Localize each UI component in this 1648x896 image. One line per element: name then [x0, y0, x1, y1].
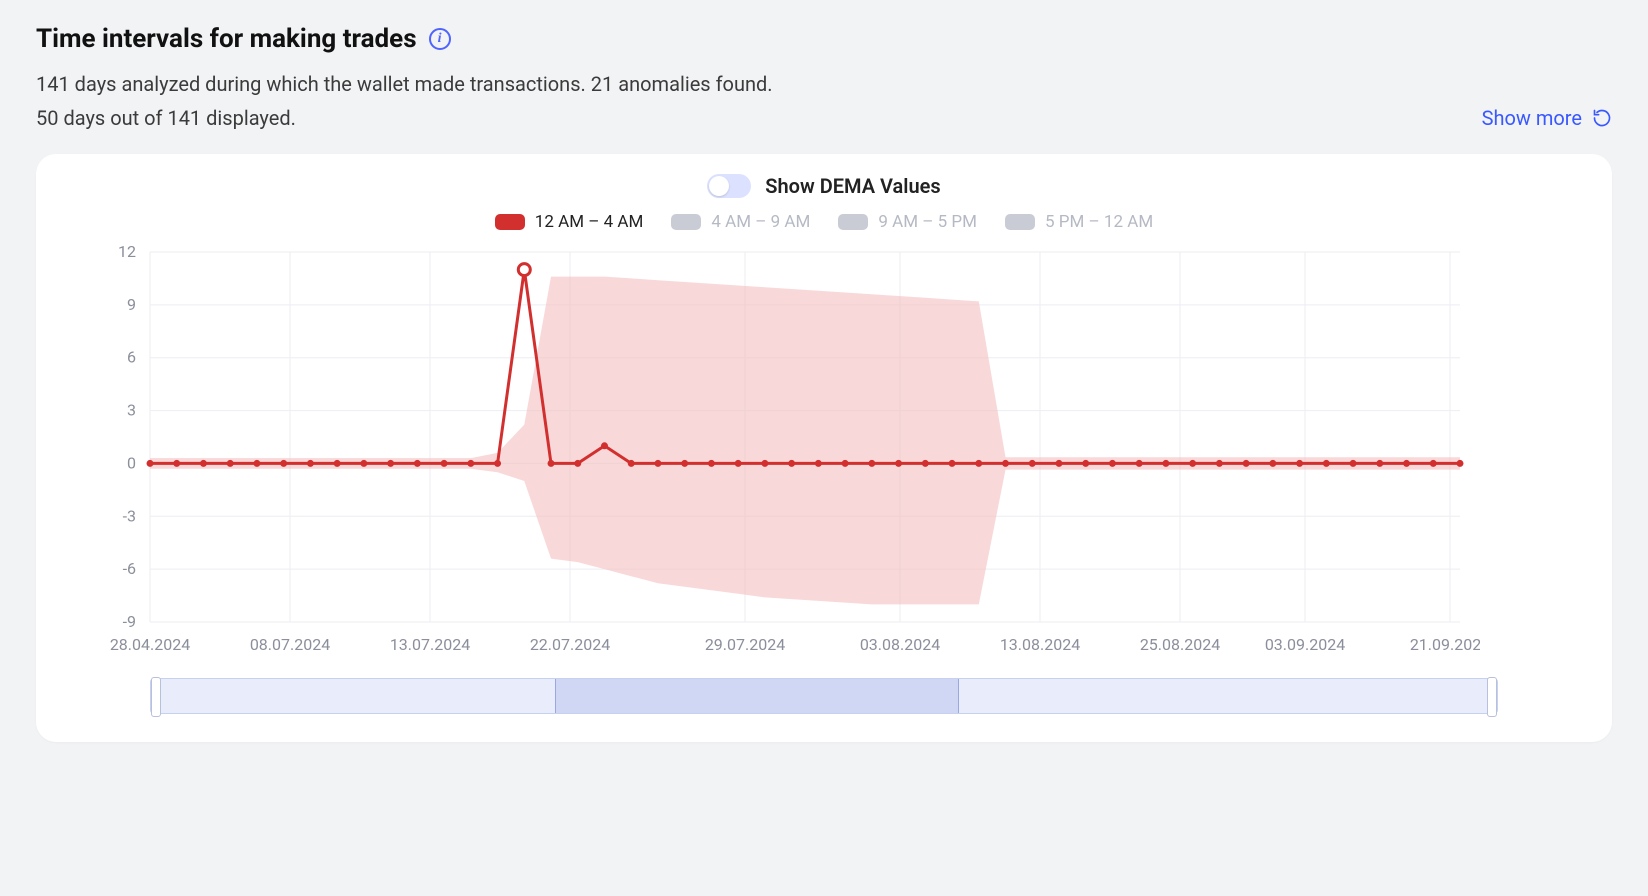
- legend-swatch: [671, 214, 701, 230]
- svg-text:-3: -3: [123, 506, 136, 525]
- legend-label: 9 AM – 5 PM: [878, 212, 977, 232]
- svg-text:25.08.2024: 25.08.2024: [1140, 635, 1220, 654]
- svg-text:13.07.2024: 13.07.2024: [390, 635, 470, 654]
- displayed-summary: 50 days out of 141 displayed.: [36, 106, 296, 130]
- range-slider[interactable]: [150, 678, 1498, 714]
- svg-text:29.07.2024: 29.07.2024: [705, 635, 785, 654]
- legend-label: 12 AM – 4 AM: [535, 212, 644, 232]
- toggle-label: Show DEMA Values: [765, 174, 940, 198]
- legend-label: 4 AM – 9 AM: [711, 212, 810, 232]
- svg-text:22.07.2024: 22.07.2024: [530, 635, 610, 654]
- chart: 12 9 6 3 0 -3 -6 -9 28.04.2024 08.07.2024 13.07.20…: [60, 242, 1588, 666]
- show-more-label: Show more: [1482, 106, 1582, 130]
- legend-item[interactable]: 5 PM – 12 AM: [1005, 212, 1153, 232]
- legend-swatch: [1005, 214, 1035, 230]
- range-slider-selection: [555, 679, 959, 713]
- show-more-link[interactable]: Show more: [1482, 106, 1612, 130]
- header: Time intervals for making trades i: [36, 24, 1612, 54]
- svg-text:28.04.2024: 28.04.2024: [110, 635, 190, 654]
- svg-text:21.09.2024: 21.09.2024: [1410, 635, 1480, 654]
- svg-text:03.08.2024: 03.08.2024: [860, 635, 940, 654]
- range-handle-left[interactable]: [151, 677, 161, 717]
- refresh-icon: [1592, 108, 1612, 128]
- chart-card: Show DEMA Values 12 AM – 4 AM 4 AM – 9 AM…: [36, 154, 1612, 742]
- dema-toggle[interactable]: [707, 174, 751, 198]
- page: Time intervals for making trades i 141 d…: [0, 0, 1648, 766]
- svg-text:08.07.2024: 08.07.2024: [250, 635, 330, 654]
- svg-text:9: 9: [127, 295, 136, 314]
- legend-item[interactable]: 9 AM – 5 PM: [838, 212, 977, 232]
- svg-text:03.09.2024: 03.09.2024: [1265, 635, 1345, 654]
- sub-row: 50 days out of 141 displayed. Show more: [36, 106, 1612, 130]
- svg-text:0: 0: [127, 453, 136, 472]
- svg-text:3: 3: [127, 401, 136, 420]
- range-handle-right[interactable]: [1487, 677, 1497, 717]
- svg-text:12: 12: [118, 242, 136, 261]
- legend-item[interactable]: 4 AM – 9 AM: [671, 212, 810, 232]
- page-title: Time intervals for making trades: [36, 24, 417, 54]
- svg-text:-9: -9: [123, 612, 136, 631]
- svg-text:13.08.2024: 13.08.2024: [1000, 635, 1080, 654]
- legend-item[interactable]: 12 AM – 4 AM: [495, 212, 644, 232]
- legend-swatch: [838, 214, 868, 230]
- legend-label: 5 PM – 12 AM: [1045, 212, 1153, 232]
- svg-text:-6: -6: [123, 559, 136, 578]
- toggle-knob: [709, 176, 729, 196]
- analysis-summary: 141 days analyzed during which the walle…: [36, 72, 1612, 96]
- toggle-row: Show DEMA Values: [60, 174, 1588, 198]
- legend-swatch: [495, 214, 525, 230]
- legend: 12 AM – 4 AM 4 AM – 9 AM 9 AM – 5 PM 5 PM –…: [60, 212, 1588, 232]
- svg-text:6: 6: [127, 348, 136, 367]
- chart-svg: 12 9 6 3 0 -3 -6 -9 28.04.2024 08.07.2024 13.07.20…: [60, 242, 1480, 662]
- info-icon[interactable]: i: [429, 28, 451, 50]
